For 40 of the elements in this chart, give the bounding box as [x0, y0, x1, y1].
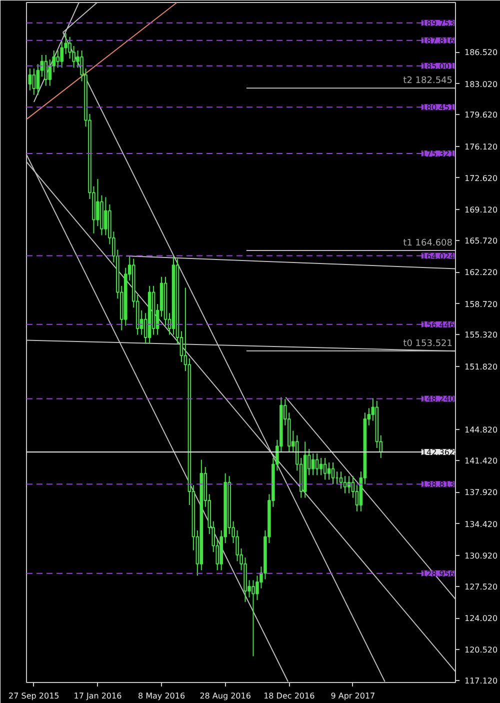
- y-tick-label: 144.820: [464, 426, 498, 435]
- ref-line-label: 164.024: [421, 252, 455, 261]
- y-tick-label: 141.420: [464, 456, 498, 466]
- annotation: t0 153.521: [403, 338, 453, 349]
- y-tick-label: 162.220: [464, 268, 498, 278]
- y-tick-label: 130.920: [464, 552, 498, 561]
- y-tick-label: 186.520: [464, 48, 498, 58]
- y-tick-label: 151.820: [464, 362, 498, 372]
- y-tick-label: 134.420: [464, 520, 498, 529]
- ref-line-label: 142.362: [421, 448, 455, 457]
- x-tick-label: 27 Sep 2015: [8, 692, 60, 700]
- ref-line-label: 189.753: [421, 18, 455, 28]
- ref-line-label: 156.446: [421, 320, 455, 330]
- y-tick-label: 179.620: [464, 110, 498, 120]
- ref-line-label: 138.813: [421, 480, 455, 490]
- annotation: t2 182.545: [403, 76, 453, 86]
- y-tick-label: 183.020: [464, 80, 498, 89]
- x-tick-label: 17 Jan 2016: [74, 692, 122, 700]
- annotation: t1 164.608: [403, 238, 453, 249]
- x-tick-label: 28 Aug 2016: [200, 692, 251, 700]
- y-tick-label: 172.620: [464, 174, 498, 183]
- y-tick-label: 165.720: [464, 236, 498, 246]
- y-tick-label: 120.520: [464, 646, 498, 655]
- y-tick-label: 169.120: [464, 206, 498, 215]
- y-tick-label: 176.120: [464, 142, 498, 152]
- x-tick-label: 8 May 2016: [138, 692, 186, 700]
- y-tick-label: 117.120: [464, 676, 498, 686]
- x-tick-label: 9 Apr 2017: [330, 692, 376, 700]
- y-tick-label: 137.920: [464, 488, 498, 498]
- ref-line-label: 185.001: [421, 62, 455, 71]
- x-tick-label: 18 Dec 2016: [264, 692, 315, 700]
- ref-line-label: 187.816: [421, 36, 455, 46]
- ref-line-label: 128.956: [421, 569, 455, 578]
- y-tick-label: 158.720: [464, 300, 498, 309]
- y-tick-label: 127.520: [464, 582, 498, 592]
- y-tick-label: 155.320: [464, 330, 498, 340]
- ref-line-label: 175.321: [421, 150, 455, 159]
- ref-line-label: 180.451: [421, 103, 455, 112]
- y-tick-label: 124.020: [464, 614, 498, 624]
- ref-line-label: 148.240: [421, 394, 455, 404]
